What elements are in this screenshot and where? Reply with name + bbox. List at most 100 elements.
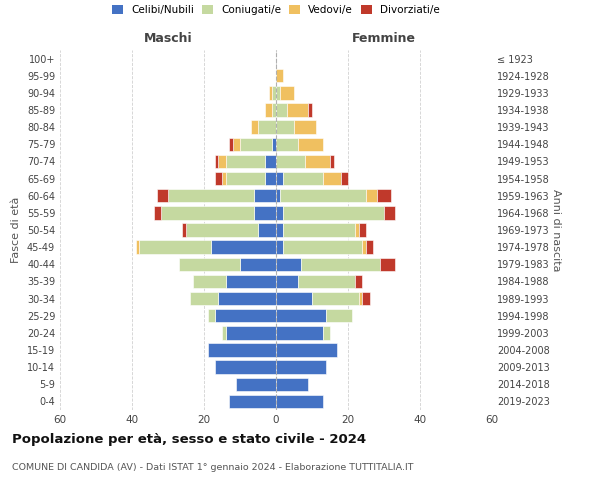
Bar: [301, 258, 380, 271]
Legend: Celibi/Nubili, Coniugati/e, Vedovi/e, Divorziati/e: Celibi/Nubili, Coniugati/e, Vedovi/e, Di…: [112, 5, 440, 15]
Bar: [276, 378, 308, 391]
Bar: [211, 240, 276, 254]
Bar: [272, 86, 276, 100]
Bar: [287, 104, 308, 117]
Bar: [258, 224, 276, 236]
Bar: [276, 120, 294, 134]
Bar: [226, 154, 265, 168]
Bar: [139, 240, 211, 254]
Bar: [276, 240, 283, 254]
Bar: [276, 309, 326, 322]
Bar: [355, 274, 362, 288]
Bar: [280, 86, 294, 100]
Bar: [276, 206, 283, 220]
Bar: [208, 309, 215, 322]
Text: Femmine: Femmine: [352, 32, 416, 45]
Bar: [218, 154, 226, 168]
Bar: [222, 326, 226, 340]
Y-axis label: Anni di nascita: Anni di nascita: [551, 188, 561, 271]
Bar: [229, 138, 233, 151]
Bar: [384, 206, 395, 220]
Bar: [312, 292, 359, 306]
Bar: [276, 292, 312, 306]
Bar: [265, 172, 276, 186]
Bar: [240, 258, 276, 271]
Bar: [215, 154, 218, 168]
Bar: [218, 292, 276, 306]
Text: Popolazione per età, sesso e stato civile - 2024: Popolazione per età, sesso e stato civil…: [12, 432, 366, 446]
Bar: [154, 206, 161, 220]
Bar: [298, 274, 355, 288]
Bar: [323, 172, 341, 186]
Bar: [366, 240, 373, 254]
Bar: [305, 154, 330, 168]
Bar: [330, 154, 334, 168]
Bar: [168, 189, 254, 202]
Bar: [240, 138, 272, 151]
Bar: [233, 138, 240, 151]
Bar: [226, 172, 265, 186]
Bar: [308, 104, 312, 117]
Bar: [276, 189, 280, 202]
Bar: [276, 224, 283, 236]
Bar: [377, 189, 391, 202]
Bar: [136, 240, 139, 254]
Bar: [265, 104, 272, 117]
Bar: [380, 258, 395, 271]
Bar: [215, 172, 222, 186]
Text: COMUNE DI CANDIDA (AV) - Dati ISTAT 1° gennaio 2024 - Elaborazione TUTTITALIA.IT: COMUNE DI CANDIDA (AV) - Dati ISTAT 1° g…: [12, 462, 413, 471]
Bar: [341, 172, 348, 186]
Bar: [323, 326, 330, 340]
Bar: [182, 224, 186, 236]
Bar: [283, 206, 384, 220]
Bar: [276, 394, 323, 408]
Bar: [276, 274, 298, 288]
Bar: [283, 172, 323, 186]
Bar: [276, 172, 283, 186]
Bar: [276, 360, 326, 374]
Bar: [272, 104, 276, 117]
Bar: [276, 69, 283, 82]
Bar: [272, 138, 276, 151]
Text: Maschi: Maschi: [143, 32, 193, 45]
Bar: [208, 344, 276, 356]
Bar: [193, 274, 226, 288]
Bar: [215, 360, 276, 374]
Bar: [265, 154, 276, 168]
Bar: [362, 240, 366, 254]
Bar: [280, 189, 366, 202]
Bar: [258, 120, 276, 134]
Bar: [276, 104, 287, 117]
Bar: [226, 326, 276, 340]
Bar: [283, 240, 362, 254]
Bar: [236, 378, 276, 391]
Bar: [215, 309, 276, 322]
Bar: [229, 394, 276, 408]
Bar: [276, 154, 305, 168]
Bar: [326, 309, 352, 322]
Bar: [283, 224, 355, 236]
Bar: [254, 189, 276, 202]
Bar: [359, 292, 362, 306]
Bar: [186, 224, 258, 236]
Bar: [254, 206, 276, 220]
Bar: [276, 258, 301, 271]
Bar: [276, 326, 323, 340]
Bar: [366, 189, 377, 202]
Bar: [276, 344, 337, 356]
Bar: [251, 120, 258, 134]
Bar: [362, 292, 370, 306]
Bar: [190, 292, 218, 306]
Bar: [276, 138, 298, 151]
Bar: [276, 86, 280, 100]
Bar: [222, 172, 226, 186]
Bar: [161, 206, 254, 220]
Bar: [298, 138, 323, 151]
Y-axis label: Fasce di età: Fasce di età: [11, 197, 21, 263]
Bar: [359, 224, 366, 236]
Bar: [226, 274, 276, 288]
Bar: [269, 86, 272, 100]
Bar: [294, 120, 316, 134]
Bar: [179, 258, 240, 271]
Bar: [157, 189, 168, 202]
